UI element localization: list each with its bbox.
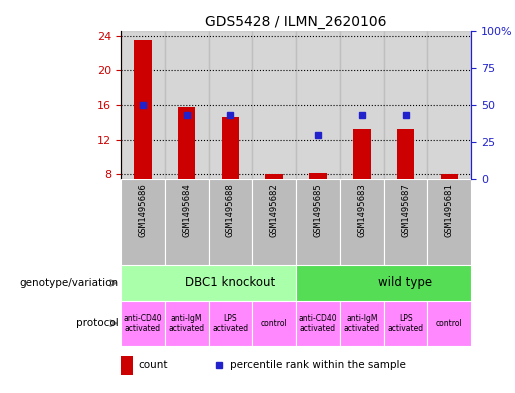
Bar <box>221 117 239 179</box>
Text: genotype/variation: genotype/variation <box>20 278 118 288</box>
Text: GSM1495682: GSM1495682 <box>270 183 279 237</box>
Bar <box>427 31 471 179</box>
Text: GSM1495685: GSM1495685 <box>314 183 322 237</box>
Text: wild type: wild type <box>379 276 433 290</box>
Bar <box>165 301 209 346</box>
Bar <box>296 179 340 265</box>
Bar <box>384 301 427 346</box>
Text: anti-CD40
activated: anti-CD40 activated <box>124 314 162 333</box>
Bar <box>309 173 327 179</box>
Bar <box>121 356 133 375</box>
Text: GSM1495681: GSM1495681 <box>445 183 454 237</box>
Bar <box>427 301 471 346</box>
Text: GSM1495684: GSM1495684 <box>182 183 191 237</box>
Bar <box>340 301 384 346</box>
Bar <box>252 179 296 265</box>
Bar <box>296 31 340 179</box>
Text: percentile rank within the sample: percentile rank within the sample <box>230 360 405 371</box>
Bar <box>252 301 296 346</box>
Bar <box>440 174 458 179</box>
Bar <box>353 129 371 179</box>
Bar <box>340 31 384 179</box>
Title: GDS5428 / ILMN_2620106: GDS5428 / ILMN_2620106 <box>205 15 387 29</box>
Bar <box>397 129 414 179</box>
Bar <box>209 301 252 346</box>
Text: GSM1495687: GSM1495687 <box>401 183 410 237</box>
Text: GSM1495686: GSM1495686 <box>139 183 147 237</box>
Bar <box>121 265 296 301</box>
Text: LPS
activated: LPS activated <box>212 314 249 333</box>
Text: DBC1 knockout: DBC1 knockout <box>185 276 276 290</box>
Bar <box>121 179 165 265</box>
Bar <box>340 179 384 265</box>
Bar <box>296 301 340 346</box>
Text: count: count <box>139 360 168 371</box>
Bar <box>121 301 165 346</box>
Text: anti-IgM
activated: anti-IgM activated <box>168 314 205 333</box>
Bar <box>134 40 151 179</box>
Text: LPS
activated: LPS activated <box>387 314 424 333</box>
Bar <box>209 31 252 179</box>
Bar <box>209 179 252 265</box>
Bar <box>427 179 471 265</box>
Text: anti-CD40
activated: anti-CD40 activated <box>299 314 337 333</box>
Text: protocol: protocol <box>76 318 118 328</box>
Bar <box>296 265 471 301</box>
Text: GSM1495688: GSM1495688 <box>226 183 235 237</box>
Bar <box>165 179 209 265</box>
Text: control: control <box>261 319 287 328</box>
Bar <box>178 107 195 179</box>
Bar <box>121 31 165 179</box>
Bar <box>266 174 283 179</box>
Bar <box>384 31 427 179</box>
Bar <box>252 31 296 179</box>
Text: GSM1495683: GSM1495683 <box>357 183 366 237</box>
Bar <box>384 179 427 265</box>
Text: anti-IgM
activated: anti-IgM activated <box>344 314 380 333</box>
Bar <box>165 31 209 179</box>
Text: control: control <box>436 319 462 328</box>
